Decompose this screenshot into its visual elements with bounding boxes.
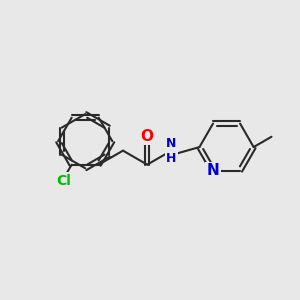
Text: N: N bbox=[207, 163, 219, 178]
Text: Cl: Cl bbox=[56, 173, 71, 188]
Text: N
H: N H bbox=[166, 136, 177, 165]
Text: O: O bbox=[141, 129, 154, 144]
